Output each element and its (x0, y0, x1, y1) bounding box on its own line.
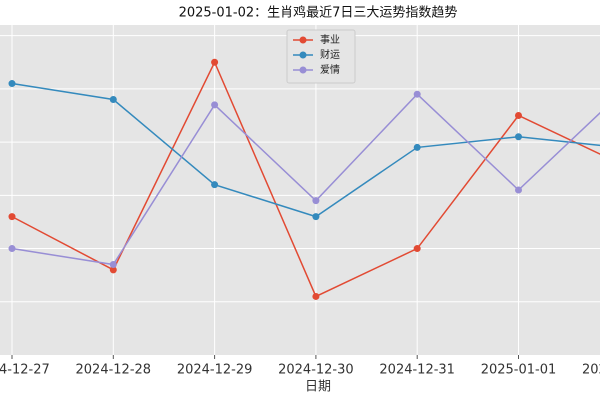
legend-label: 事业 (320, 33, 340, 46)
point (413, 90, 421, 98)
x-tick-label: 2024-12-30 (278, 363, 354, 378)
x-tick-label: 2025-01-01 (481, 363, 557, 378)
point (211, 58, 219, 66)
chart-title: 2025-01-02：生肖鸡最近7日三大运势指数趋势 (179, 5, 458, 21)
legend-marker (299, 36, 307, 44)
legend-marker (299, 51, 307, 59)
point (109, 261, 117, 269)
point (515, 186, 522, 194)
legend-label: 财运 (320, 48, 340, 61)
x-tick-label: 2024-12-31 (379, 363, 455, 378)
x-tick-label: 2024-12-28 (76, 363, 152, 378)
point (211, 101, 219, 109)
point (8, 80, 16, 88)
point (312, 292, 320, 300)
legend-marker (299, 66, 307, 74)
x-axis-label: 日期 (305, 380, 331, 395)
x-tick-label: 2024-12-29 (177, 363, 253, 378)
x-tick-label: 2024-12-27 (0, 363, 50, 378)
legend-label: 爱情 (320, 63, 340, 76)
point (8, 245, 16, 253)
point (109, 266, 117, 274)
point (312, 197, 320, 205)
point (515, 133, 522, 141)
point (413, 245, 421, 253)
point (515, 111, 522, 119)
point (211, 181, 219, 189)
point (413, 143, 421, 151)
point (109, 96, 117, 104)
point (8, 213, 16, 221)
x-tick-label: 2025-01-02 (582, 363, 600, 378)
point (312, 213, 320, 221)
